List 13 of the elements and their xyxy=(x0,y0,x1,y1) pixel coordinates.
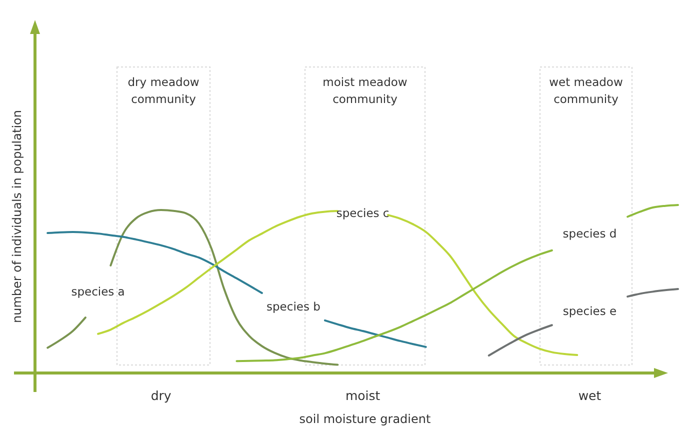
text: moist meadow community xyxy=(322,75,408,106)
x-tick-label: dry xyxy=(150,388,172,403)
y-axis-title: number of individuals in population xyxy=(10,110,24,323)
series-label: species d xyxy=(562,226,617,241)
series-label: species c xyxy=(336,206,390,220)
text: dry meadow community xyxy=(128,75,200,106)
x-tick-label: wet xyxy=(578,388,602,403)
x-axis-title: soil moisture gradient xyxy=(299,412,432,426)
series-label: species b xyxy=(266,300,320,314)
x-tick-label: moist xyxy=(345,388,380,403)
series-label: species e xyxy=(562,304,617,318)
text: wet meadow community xyxy=(549,75,623,106)
text: species a xyxy=(71,284,125,299)
